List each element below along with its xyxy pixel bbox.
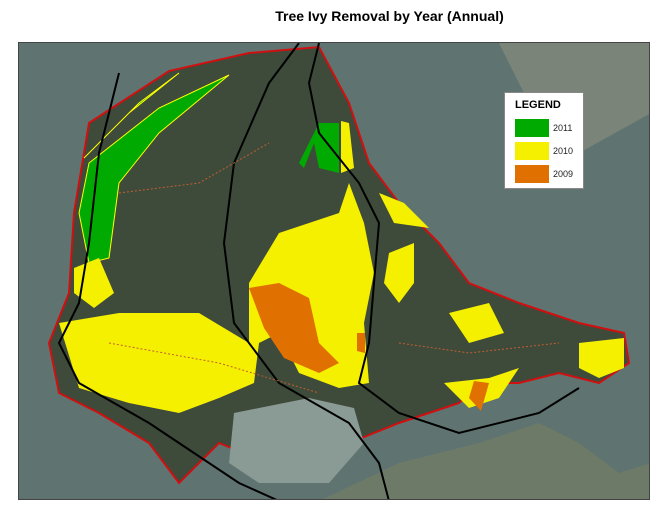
legend-label: 2011 <box>553 122 573 133</box>
lake <box>229 398 364 483</box>
legend-swatch <box>515 118 549 137</box>
map-title: Tree Ivy Removal by Year (Annual) <box>275 8 504 24</box>
trails <box>108 142 560 394</box>
legend-label: 2009 <box>553 168 574 179</box>
area-2011 <box>78 72 339 264</box>
legend-item-2009: 2009 <box>515 162 583 185</box>
aerial-map <box>18 42 650 500</box>
legend-swatch <box>515 164 549 183</box>
legend-swatch <box>515 141 549 160</box>
area-2009 <box>249 283 489 411</box>
legend-label: 2010 <box>553 145 574 156</box>
map-svg <box>19 43 649 499</box>
legend: LEGEND 2011 2010 2009 <box>504 92 584 189</box>
legend-item-2011: 2011 <box>515 116 583 139</box>
roads <box>57 43 580 499</box>
legend-item-2010: 2010 <box>515 139 583 162</box>
mainland-south <box>323 423 649 499</box>
legend-heading: LEGEND <box>515 99 561 111</box>
